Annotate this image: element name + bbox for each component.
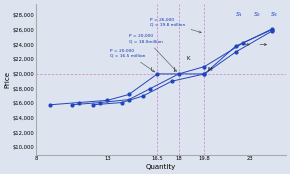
- Point: [202, 65, 207, 68]
- Point: [91, 103, 95, 106]
- Point: [169, 80, 174, 83]
- Point: [126, 98, 131, 101]
- Point: [98, 101, 103, 104]
- Point: [269, 29, 274, 31]
- Text: K: K: [186, 56, 190, 61]
- Text: M: M: [207, 67, 212, 72]
- Point: [48, 103, 53, 106]
- Point: [77, 101, 81, 104]
- Point: [202, 73, 207, 75]
- Point: [269, 28, 274, 30]
- Point: [119, 101, 124, 104]
- Point: [177, 73, 181, 75]
- Text: P = 26,000
Q = 19.8 million: P = 26,000 Q = 19.8 million: [150, 18, 201, 33]
- Text: I: I: [151, 67, 153, 72]
- Point: [155, 73, 160, 75]
- Text: P = 20,000
Q = 16.5 million: P = 20,000 Q = 16.5 million: [110, 49, 155, 72]
- Text: J: J: [174, 67, 175, 72]
- Text: $S_1$: $S_1$: [235, 10, 243, 19]
- Y-axis label: Price: Price: [4, 71, 10, 88]
- Text: $S_3$: $S_3$: [270, 10, 279, 19]
- Point: [202, 73, 207, 75]
- Text: $S_2$: $S_2$: [253, 10, 262, 19]
- Point: [141, 94, 146, 97]
- Point: [148, 87, 153, 90]
- Point: [233, 45, 238, 47]
- X-axis label: Quantity: Quantity: [146, 164, 176, 170]
- Point: [241, 42, 245, 45]
- Text: P = 20,000
Q = 18.0million: P = 20,000 Q = 18.0million: [129, 34, 177, 72]
- Point: [105, 99, 110, 102]
- Point: [233, 50, 238, 53]
- Point: [269, 30, 274, 33]
- Point: [126, 93, 131, 96]
- Point: [69, 103, 74, 106]
